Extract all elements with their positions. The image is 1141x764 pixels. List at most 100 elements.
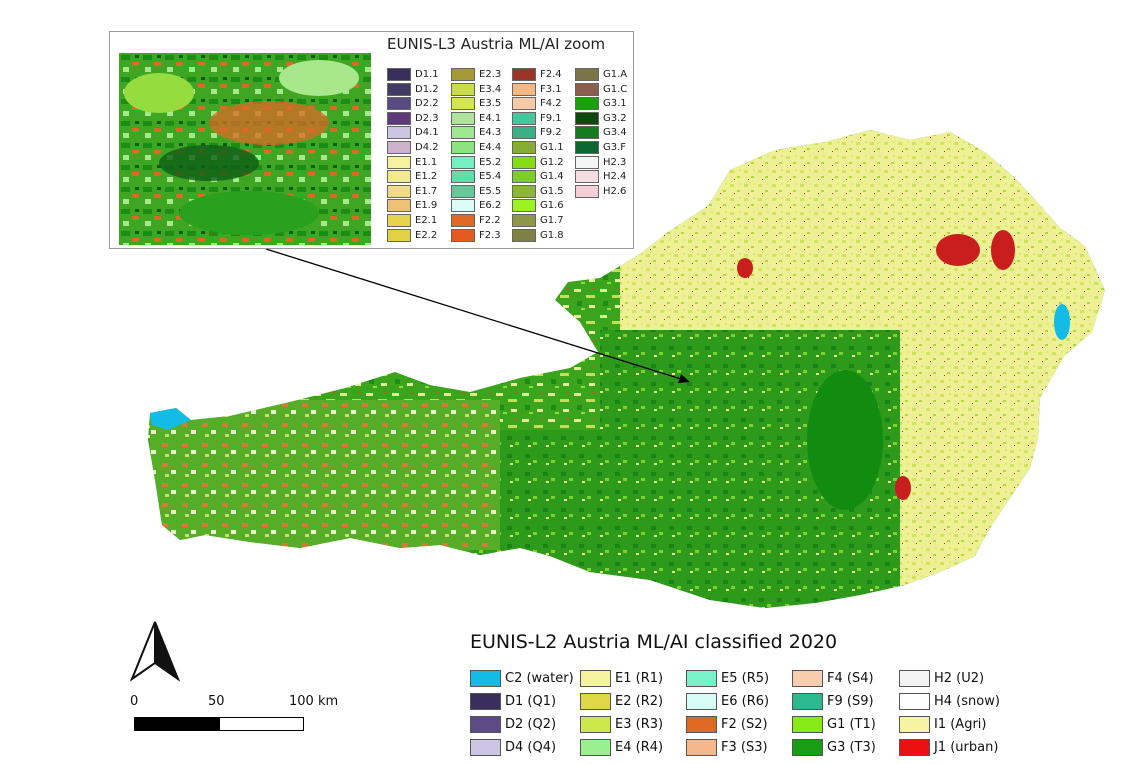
inset-legend-label: G1.C bbox=[603, 83, 628, 95]
inset-legend-label: G3.2 bbox=[603, 112, 627, 124]
inset-legend-swatch bbox=[575, 111, 599, 125]
legend-swatch bbox=[580, 669, 611, 687]
inset-legend-item: H2.6 bbox=[575, 184, 626, 199]
legend-swatch bbox=[580, 738, 611, 756]
legend-label: E2 (R2) bbox=[615, 693, 664, 709]
legend-swatch bbox=[686, 669, 717, 687]
legend-item: J1 (urban) bbox=[899, 738, 998, 756]
inset-legend-swatch bbox=[451, 141, 475, 154]
inset-legend-label: D4.1 bbox=[415, 127, 439, 139]
inset-legend-item: E1.9 bbox=[387, 198, 437, 213]
inset-legend-label: F4.2 bbox=[540, 98, 562, 110]
inset-legend-item: D2.3 bbox=[387, 111, 439, 126]
inset-legend-label: F2.2 bbox=[479, 215, 501, 226]
inset-legend-swatch bbox=[387, 214, 411, 227]
legend-swatch bbox=[792, 715, 823, 733]
inset-legend-swatch bbox=[512, 82, 536, 96]
legend-swatch bbox=[580, 715, 611, 733]
inset-legend-label: G1.5 bbox=[540, 185, 564, 197]
inset-legend-label: D2.3 bbox=[415, 112, 439, 124]
inset-legend-swatch bbox=[387, 184, 411, 198]
inset-legend-swatch bbox=[387, 111, 411, 125]
inset-legend-swatch bbox=[575, 126, 599, 140]
legend-swatch bbox=[686, 738, 717, 756]
scale-bar bbox=[134, 717, 304, 731]
legend-label: F4 (S4) bbox=[827, 670, 874, 686]
legend-label: F9 (S9) bbox=[827, 693, 874, 709]
legend-swatch bbox=[899, 692, 930, 710]
inset-legend-swatch bbox=[575, 155, 599, 169]
inset-legend-swatch bbox=[575, 97, 599, 111]
inset-legend-swatch bbox=[512, 184, 536, 198]
inset-legend-label: E2.2 bbox=[415, 229, 438, 241]
inset-legend-label: F2.3 bbox=[479, 229, 501, 241]
legend-swatch bbox=[580, 692, 611, 710]
legend-item: F4 (S4) bbox=[792, 669, 874, 687]
legend-item: I1 (Agri) bbox=[899, 715, 986, 733]
legend-title: EUNIS-L2 Austria ML/AI classified 2020 bbox=[470, 631, 838, 653]
inset-legend-item: F2.4 bbox=[512, 67, 562, 82]
inset-legend-item: D1.1 bbox=[387, 67, 439, 82]
legend-swatch bbox=[792, 669, 823, 687]
legend-swatch bbox=[470, 738, 501, 756]
inset-legend-label: E1.9 bbox=[415, 200, 438, 212]
inset-legend-item: E5.4 bbox=[451, 169, 501, 184]
inset-legend-label: E5.5 bbox=[479, 185, 502, 197]
inset-legend-label: E4.1 bbox=[479, 112, 502, 124]
legend-label: E3 (R3) bbox=[615, 716, 664, 732]
inset-legend-item: G3.1 bbox=[575, 96, 627, 111]
legend-item: E3 (R3) bbox=[580, 715, 663, 733]
inset-legend-label: G1.6 bbox=[540, 200, 564, 212]
legend-item: E4 (R4) bbox=[580, 738, 663, 756]
inset-legend-swatch bbox=[387, 126, 411, 140]
inset-legend-swatch bbox=[451, 68, 475, 81]
inset-legend-item: F9.2 bbox=[512, 125, 562, 140]
legend-label: E1 (R1) bbox=[615, 670, 664, 686]
inset-legend-item: F2.2 bbox=[451, 213, 501, 228]
inset-legend-item: E1.1 bbox=[387, 155, 437, 170]
inset-legend-swatch bbox=[575, 82, 599, 96]
inset-map-image bbox=[119, 53, 371, 245]
legend-label: D1 (Q1) bbox=[505, 693, 557, 709]
legend-label: J1 (urban) bbox=[934, 739, 999, 755]
north-arrow-icon bbox=[130, 621, 180, 682]
inset-legend-item: E2.3 bbox=[451, 67, 501, 82]
inset-legend-label: E1.1 bbox=[415, 156, 438, 168]
legend-swatch bbox=[470, 669, 501, 687]
legend-swatch bbox=[899, 669, 930, 687]
legend-item: G3 (T3) bbox=[792, 738, 876, 756]
inset-legend-item: G1.8 bbox=[512, 228, 564, 243]
legend-item: F9 (S9) bbox=[792, 692, 874, 710]
inset-legend-swatch bbox=[451, 228, 475, 242]
inset-legend-label: E1.7 bbox=[415, 185, 438, 197]
inset-legend-label: E3.5 bbox=[479, 98, 502, 110]
inset-legend-item: D4.2 bbox=[387, 140, 439, 155]
inset-legend-label: D4.2 bbox=[415, 142, 439, 153]
inset-legend-swatch bbox=[575, 141, 599, 154]
scale-tick-50: 50 bbox=[208, 694, 225, 709]
inset-legend-item: E4.4 bbox=[451, 140, 501, 155]
inset-legend-label: E4.4 bbox=[479, 142, 502, 153]
legend-swatch bbox=[470, 692, 501, 710]
inset-legend-label: H2.3 bbox=[603, 156, 627, 168]
inset-legend-item: G1.A bbox=[575, 67, 627, 82]
legend-item: F2 (S2) bbox=[686, 715, 768, 733]
inset-legend-label: E1.2 bbox=[415, 171, 438, 183]
inset-legend-item: E3.5 bbox=[451, 96, 501, 111]
inset-legend-label: G1.7 bbox=[540, 215, 564, 226]
legend-item: E5 (R5) bbox=[686, 669, 769, 687]
inset-legend-item: E4.3 bbox=[451, 125, 501, 140]
inset-legend-label: E4.3 bbox=[479, 127, 502, 139]
legend-label: E6 (R6) bbox=[721, 693, 770, 709]
legend-item: E2 (R2) bbox=[580, 692, 663, 710]
legend-item: E6 (R6) bbox=[686, 692, 769, 710]
inset-legend-item: F9.1 bbox=[512, 111, 562, 126]
legend-item: D1 (Q1) bbox=[470, 692, 556, 710]
scale-tick-0: 0 bbox=[130, 694, 139, 709]
inset-legend-label: G1.1 bbox=[540, 142, 564, 153]
inset-legend-item: E2.2 bbox=[387, 228, 437, 243]
legend-label: F2 (S2) bbox=[721, 716, 768, 732]
inset-legend-label: G1.8 bbox=[540, 229, 564, 241]
inset-legend-swatch bbox=[451, 155, 475, 169]
inset-legend-swatch bbox=[575, 184, 599, 198]
